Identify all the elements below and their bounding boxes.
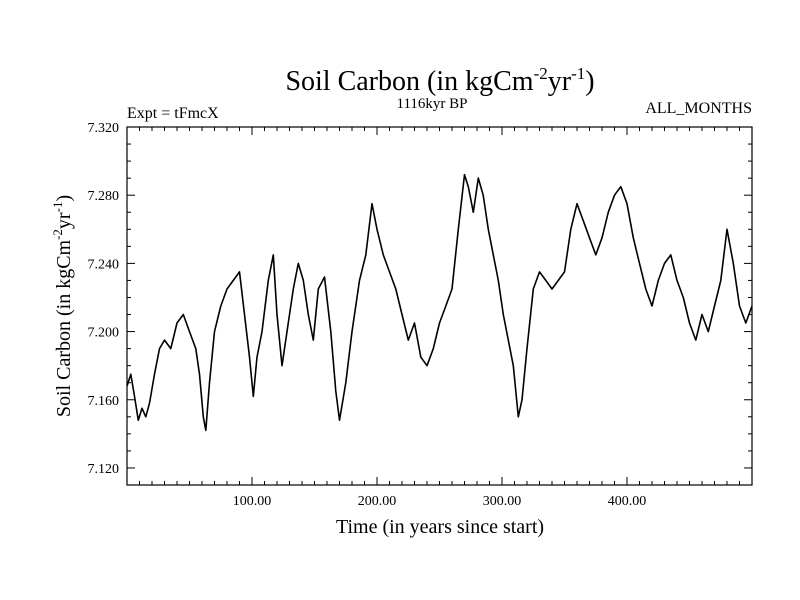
x-tick-label: 100.00 (233, 494, 272, 509)
experiment-label: Expt = tFmcX (127, 105, 219, 122)
y-tick-label: 7.320 (88, 121, 120, 136)
y-tick-label: 7.200 (88, 326, 120, 341)
y-axis: 7.120 7.160 7.200 7.240 7.280 7.320 (88, 121, 752, 477)
ylabel-sup-2: -1 (50, 202, 65, 213)
subtitle: 1116kyr BP (397, 96, 468, 112)
y-tick-label: 7.280 (88, 189, 120, 204)
ylabel-mid: yr (53, 212, 75, 229)
x-tick-label: 300.00 (483, 494, 522, 509)
title-sup-2: -1 (571, 64, 585, 83)
series-line-soil-carbon (126, 173, 753, 432)
y-tick-label: 7.120 (88, 462, 120, 477)
title-sup-1: -2 (534, 64, 548, 83)
ylabel-end: ) (53, 195, 75, 202)
title-main: Soil Carbon (in kgCm (285, 66, 533, 97)
y-axis-title: Soil Carbon (in kgCm-2yr-1) (50, 195, 75, 417)
y-tick-label: 7.160 (88, 394, 120, 409)
x-tick-label: 400.00 (608, 494, 647, 509)
x-axis-title: Time (in years since start) (336, 516, 544, 538)
y-tick-label: 7.240 (88, 257, 120, 272)
x-axis: 100.00 200.00 300.00 400.00 (139, 127, 740, 509)
chart-title: Soil Carbon (in kgCm-2yr-1) (285, 64, 594, 97)
x-tick-label: 200.00 (358, 494, 397, 509)
months-label: ALL_MONTHS (645, 100, 752, 117)
ylabel-sup-1: -2 (50, 229, 65, 240)
title-mid: yr (548, 66, 572, 97)
title-end: ) (585, 66, 594, 97)
ylabel-main: Soil Carbon (in kgCm (53, 239, 75, 417)
